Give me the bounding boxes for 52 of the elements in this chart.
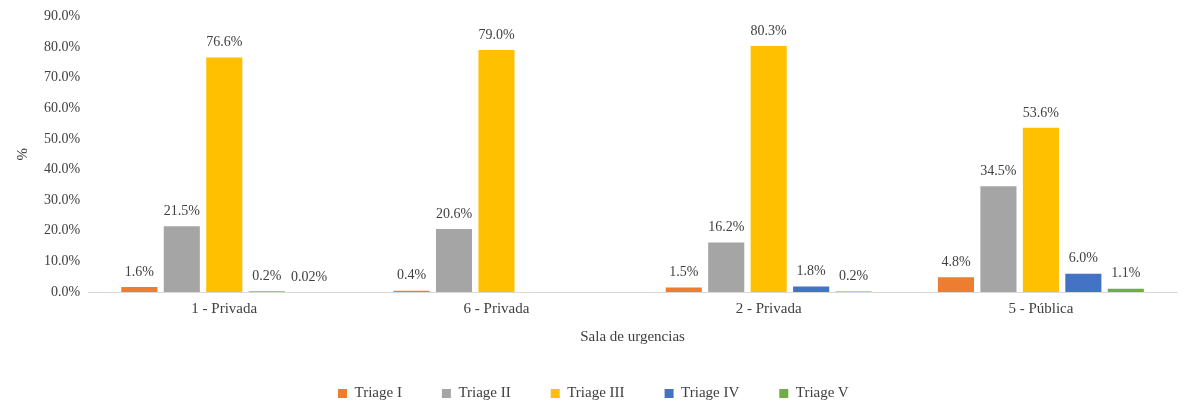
y-tick-label: 10.0%	[43, 253, 81, 269]
y-tick-label: 30.0%	[43, 191, 81, 207]
data-label: 76.6%	[206, 34, 243, 50]
y-tick-label: 90.0%	[43, 8, 81, 24]
data-label: 20.6%	[435, 205, 473, 221]
bar	[980, 186, 1017, 292]
bar	[163, 226, 200, 292]
data-label: 0.02%	[291, 268, 328, 284]
bar	[750, 46, 787, 292]
bar	[121, 287, 158, 292]
bar	[937, 277, 975, 292]
y-tick-label: 80.0%	[43, 38, 81, 54]
data-label: 0.4%	[396, 267, 427, 283]
y-tick-label: 70.0%	[43, 69, 81, 85]
y-tick-label: 20.0%	[43, 222, 81, 238]
data-label: 6.0%	[1068, 250, 1099, 266]
data-label: 53.6%	[1022, 104, 1060, 120]
x-axis-title: Sala de urgencias	[580, 327, 686, 344]
x-tick-label: 5 - Pública	[1008, 299, 1074, 316]
data-label: 1.1%	[1111, 265, 1141, 281]
data-label: 1.5%	[669, 264, 699, 280]
y-tick-label: 50.0%	[43, 130, 81, 146]
bar	[435, 228, 473, 292]
y-tick-label: 40.0%	[43, 161, 81, 177]
x-tick-label: 6 - Privada	[463, 299, 530, 316]
data-label: 21.5%	[163, 202, 201, 218]
data-label: 4.8%	[941, 253, 971, 269]
y-tick-label: 0.0%	[50, 283, 81, 299]
bar	[793, 286, 830, 292]
legend-label: Triage II	[458, 384, 511, 401]
data-label: 0.2%	[252, 268, 282, 284]
bar	[206, 57, 243, 292]
data-label: 1.8%	[796, 263, 827, 279]
bar	[708, 242, 745, 292]
bar	[1065, 273, 1102, 292]
legend-label: Triage IV	[681, 384, 740, 401]
legend-label: Triage V	[795, 384, 849, 401]
legend-label: Triage III	[567, 384, 625, 401]
data-label: 1.6%	[124, 263, 155, 279]
x-tick-label: 2 - Privada	[735, 299, 802, 316]
bar	[665, 287, 702, 292]
data-label: 0.2%	[839, 268, 869, 284]
y-tick-label: 60.0%	[43, 99, 81, 115]
data-label: 79.0%	[478, 26, 515, 42]
data-label: 80.3%	[750, 22, 788, 38]
y-axis-title: %	[13, 147, 30, 161]
x-tick-label: 1 - Privada	[191, 299, 258, 316]
bar	[478, 50, 515, 292]
bar	[1022, 127, 1059, 292]
data-label: 16.2%	[708, 219, 745, 235]
data-label: 34.5%	[980, 163, 1017, 179]
legend-label: Triage I	[354, 384, 402, 401]
